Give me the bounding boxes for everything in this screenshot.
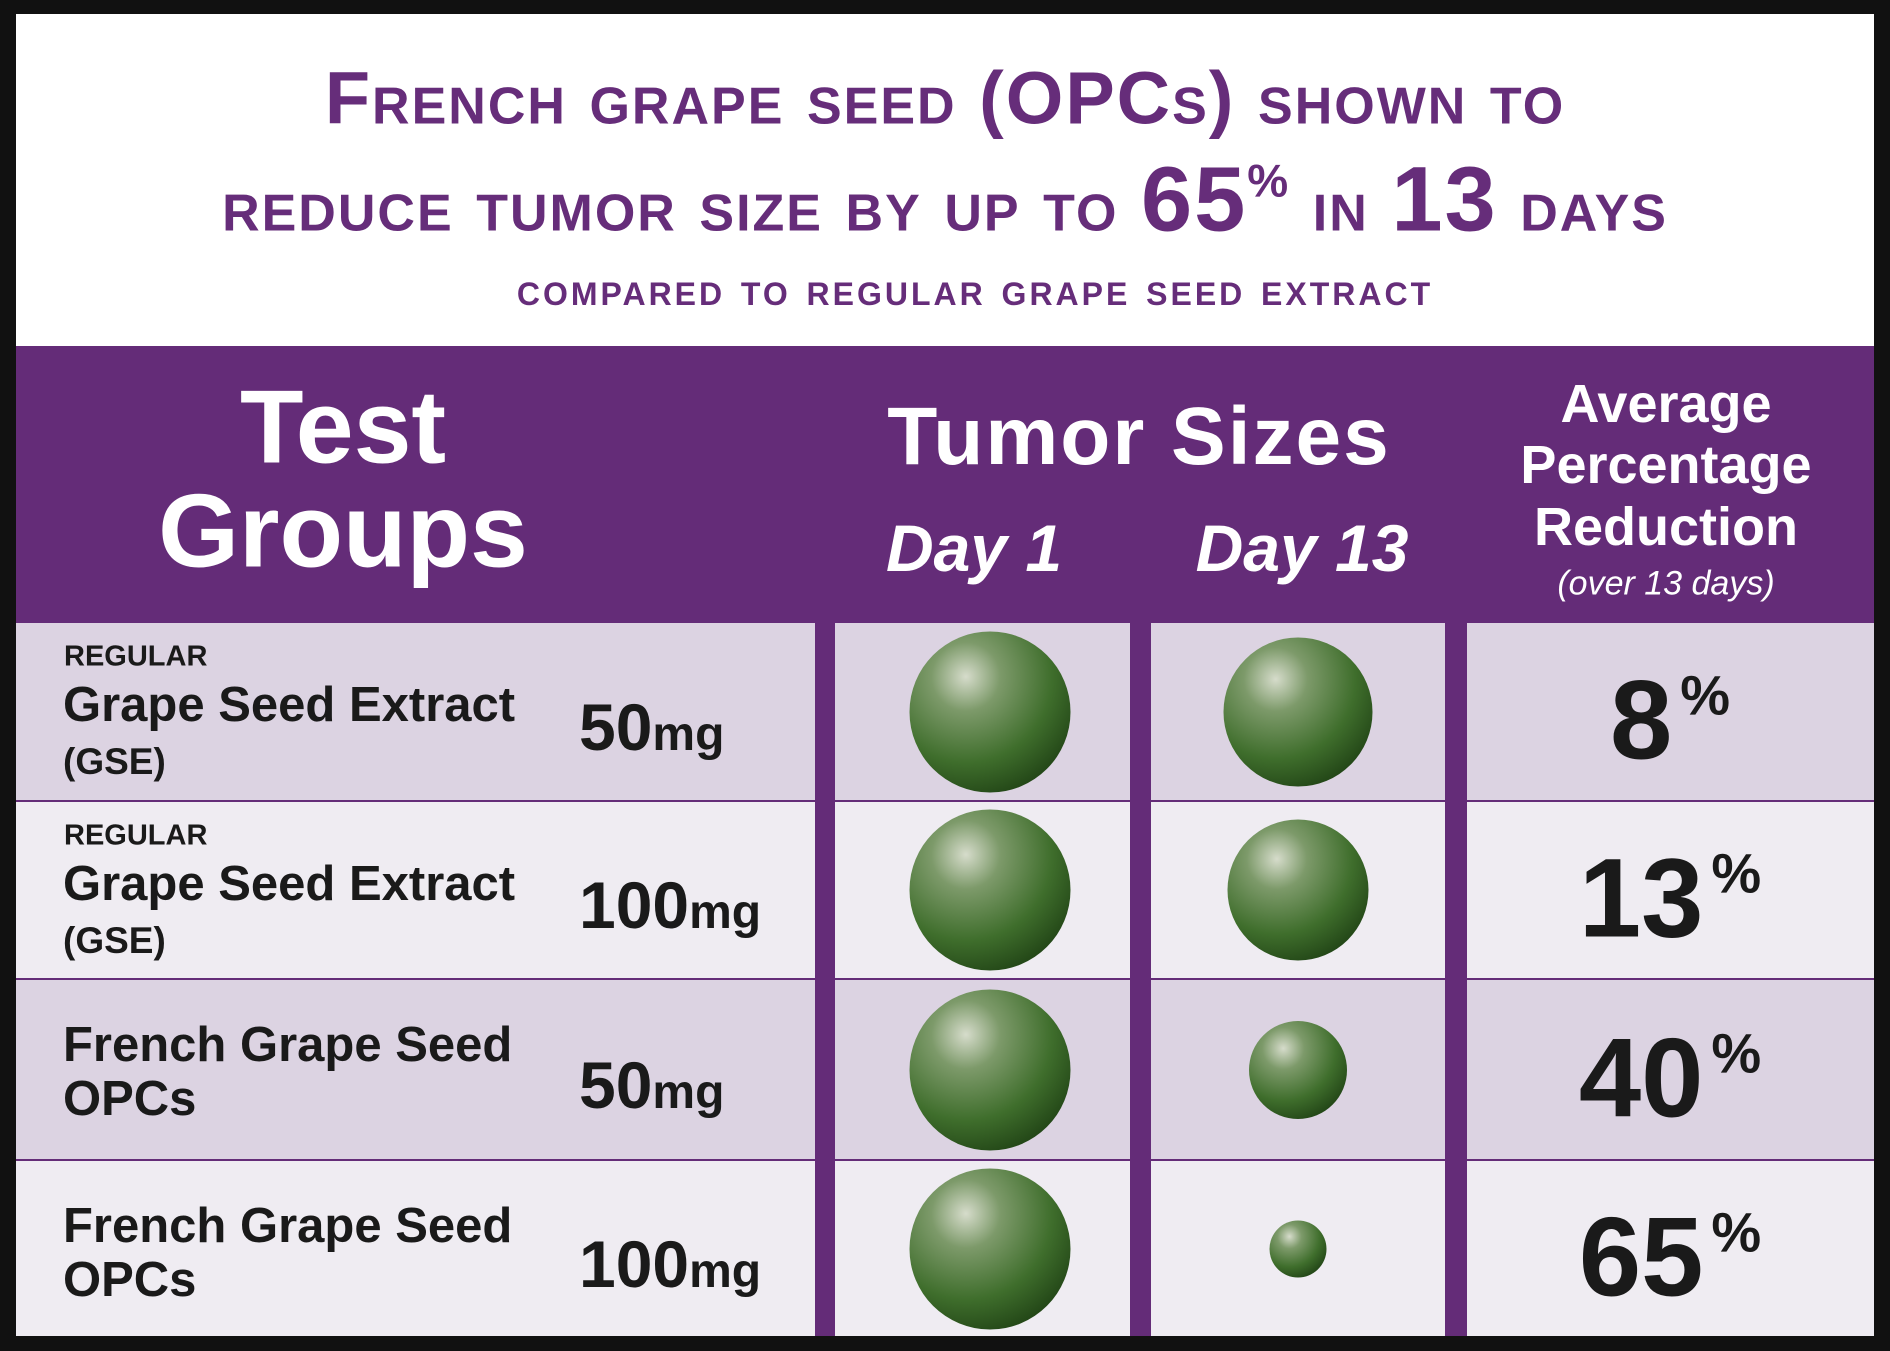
group-name: French Grape Seed — [63, 1199, 513, 1253]
reduction-amount: 8 — [1609, 657, 1673, 782]
reduction: 8% — [1610, 655, 1730, 784]
dose-unit: mg — [689, 886, 762, 939]
group-name: Grape Seed Extract — [63, 857, 516, 911]
header-panel — [16, 14, 1874, 346]
column-header: Groups — [158, 473, 528, 590]
tumor-day1 — [909, 989, 1071, 1150]
tumor-day1 — [909, 809, 1071, 971]
group-name: OPCs — [63, 1253, 197, 1307]
title-line: French grape seed (OPCs) shown to — [324, 56, 1566, 140]
column-header: Percentage — [1520, 435, 1812, 495]
title-number: 13 — [1391, 148, 1498, 251]
dose-amount: 100 — [579, 1226, 690, 1301]
table-cell — [1467, 802, 1874, 978]
reduction-unit: % — [1711, 1200, 1762, 1263]
dose-unit: mg — [652, 1065, 725, 1119]
dose: 50mg — [579, 1047, 724, 1123]
group-name: (GSE) — [63, 920, 166, 961]
reduction-amount: 13 — [1578, 835, 1704, 961]
tumor-day1 — [909, 631, 1071, 792]
tumor-day13 — [1227, 819, 1369, 961]
reduction-amount: 40 — [1578, 1015, 1704, 1140]
dose-amount: 50 — [579, 689, 653, 764]
title-part: in — [1290, 163, 1392, 247]
table-cell — [16, 802, 815, 978]
column-header: Day 13 — [1195, 511, 1409, 585]
column-header: Reduction — [1534, 497, 1798, 557]
column-header: Test — [239, 369, 447, 486]
group-name: Grape Seed Extract — [63, 678, 516, 732]
reduction: 65% — [1579, 1192, 1761, 1321]
group-qualifier: REGULAR — [64, 640, 208, 673]
column-header: Tumor Sizes — [887, 391, 1391, 482]
dose-unit: mg — [652, 707, 725, 761]
tumor-day1 — [909, 1168, 1071, 1329]
title-unit: % — [1247, 154, 1291, 207]
reduction-unit: % — [1711, 1021, 1762, 1084]
reduction-unit: % — [1711, 841, 1762, 905]
dose-unit: mg — [689, 1244, 762, 1298]
dose: 100mg — [579, 1226, 761, 1302]
subtitle: compared to regular grape seed extract — [516, 263, 1434, 315]
reduction: 13% — [1579, 834, 1761, 963]
tumor-day13 — [1249, 1020, 1347, 1119]
column-header: Day 1 — [885, 511, 1063, 585]
dose: 100mg — [579, 867, 761, 943]
title-number: 65 — [1140, 148, 1248, 251]
column-header: Average — [1560, 374, 1772, 434]
dose: 50mg — [579, 689, 724, 765]
dose-amount: 50 — [579, 1047, 653, 1122]
column-note: (over 13 days) — [1557, 564, 1775, 603]
table-cell — [16, 1161, 815, 1336]
title-line: reduce tumor size by up to 65% in 13 day… — [222, 148, 1668, 253]
reduction-unit: % — [1680, 663, 1731, 726]
tumor-day13 — [1223, 637, 1373, 786]
table-cell — [1467, 980, 1874, 1159]
group-name: OPCs — [63, 1072, 197, 1126]
group-qualifier: REGULAR — [64, 819, 208, 852]
title-part: reduce tumor size by up to — [222, 163, 1141, 247]
table-cell — [1467, 1161, 1874, 1336]
reduction-amount: 65 — [1578, 1194, 1704, 1319]
table-cell — [1467, 623, 1874, 800]
tumor-day13 — [1269, 1220, 1327, 1277]
table-cell — [16, 623, 815, 800]
dose-amount: 100 — [579, 868, 690, 942]
table-cell — [16, 980, 815, 1159]
reduction: 40% — [1579, 1013, 1761, 1142]
group-name: French Grape Seed — [63, 1018, 513, 1072]
group-name: (GSE) — [63, 741, 166, 782]
title-part: days — [1497, 163, 1668, 247]
